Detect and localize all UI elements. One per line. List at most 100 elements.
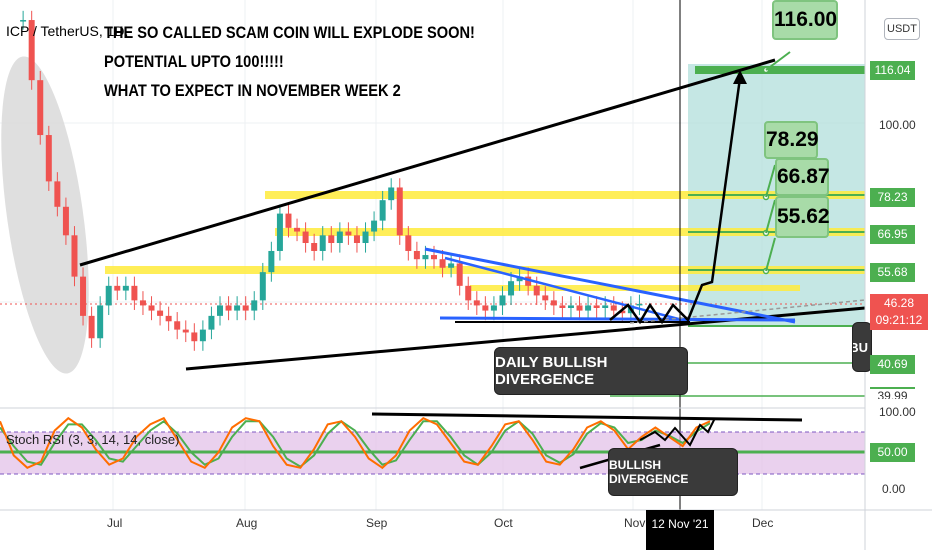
candle-body — [80, 276, 87, 316]
candle-body — [88, 315, 95, 339]
candle-body — [311, 243, 318, 251]
candle-body — [225, 305, 232, 311]
candle-body — [542, 295, 549, 301]
target-label-116[interactable]: 116.00 — [772, 0, 838, 40]
axis-tag-116: 116.04 — [870, 61, 915, 80]
target-label-55[interactable]: 55.62 — [775, 196, 830, 238]
candle-body — [585, 305, 592, 311]
title-line-3: WHAT TO EXPECT IN NOVEMBER WEEK 2 — [104, 81, 401, 100]
stoch-tick-0: 0.00 — [882, 482, 906, 496]
candle-body — [37, 80, 44, 136]
stoch-tick-100: 100.00 — [879, 405, 916, 419]
candle-body — [619, 310, 626, 314]
candle-body — [508, 281, 515, 296]
candle-body — [174, 321, 181, 330]
indicator-legend: Stoch RSI (3, 3, 14, 14, close) — [6, 432, 180, 447]
candle-body — [550, 300, 557, 306]
crosshair-date-label: 12 Nov '21 — [646, 510, 714, 550]
candle-body — [234, 305, 241, 311]
candle-body — [122, 285, 129, 291]
projection-arrow-head — [733, 70, 747, 84]
symbol-label: ICP / TetherUS, 1D, — [6, 23, 129, 39]
bu-partial-label[interactable]: BU — [852, 322, 872, 372]
target-line-116 — [695, 66, 865, 74]
daily-bullish-divergence-label[interactable]: DAILY BULLISH DIVERGENCE — [494, 347, 688, 395]
candle-body — [636, 303, 643, 306]
candle-body — [525, 276, 532, 286]
candle-body — [490, 305, 497, 311]
currency-button[interactable]: USDT — [884, 18, 920, 40]
candle-body — [105, 285, 112, 306]
blue-descending-line — [424, 247, 796, 324]
blue-descending-line-2 — [444, 256, 691, 324]
candle-body — [388, 187, 395, 201]
axis-tag-67: 66.95 — [870, 225, 915, 244]
candle-body — [208, 315, 215, 330]
candle-body — [396, 187, 403, 236]
countdown-value: 09:21:12 — [875, 313, 923, 327]
axis-tick-100: 100.00 — [879, 118, 916, 132]
candle-body — [302, 231, 309, 244]
candle-body — [71, 235, 78, 277]
stoch-resistance-line — [371, 412, 803, 422]
stoch-k-line — [0, 416, 711, 470]
axis-tag-39-99: 39.99 — [870, 387, 915, 399]
candle-body — [516, 276, 523, 282]
stoch-projection — [639, 417, 716, 447]
x-tick-oct: Oct — [494, 516, 513, 530]
candle-body — [157, 310, 164, 316]
candle-body — [242, 305, 249, 311]
candle-body — [131, 285, 138, 301]
candle-body — [28, 20, 35, 81]
candle-body — [499, 295, 506, 306]
candle-body — [319, 235, 326, 251]
drop-highlight-ellipse — [1, 56, 89, 374]
candle-body — [114, 285, 121, 291]
target-leaders — [765, 51, 791, 272]
upper-trendline — [79, 58, 776, 267]
axis-tag-78: 78.23 — [870, 188, 915, 207]
candle-body — [139, 300, 146, 306]
candle-body — [602, 305, 609, 308]
target-label-78[interactable]: 78.29 — [764, 121, 819, 159]
lower-trendline — [185, 306, 866, 371]
candle-body — [448, 263, 455, 268]
candle-body — [567, 305, 574, 308]
candle-body — [431, 255, 437, 260]
target-label-67[interactable]: 66.87 — [775, 158, 830, 196]
candle-body — [336, 231, 343, 244]
stoch-tick-50: 50.00 — [870, 443, 915, 462]
candle-body — [268, 250, 275, 273]
bullish-divergence-label[interactable]: BULLISH DIVERGENCE — [608, 448, 738, 496]
axis-tag-55: 55.68 — [870, 263, 915, 282]
candle-body — [294, 227, 301, 232]
current-price-value: 46.28 — [883, 296, 915, 310]
candle-body — [165, 315, 172, 322]
candle-body — [259, 272, 266, 301]
candle-body — [456, 263, 463, 286]
candle-body — [45, 135, 52, 182]
x-tick-dec: Dec — [752, 516, 774, 530]
candle-body — [276, 213, 283, 251]
candle-body — [97, 305, 104, 339]
candle-body — [533, 285, 540, 296]
yellow-zone-67 — [275, 228, 865, 236]
candle-body — [285, 213, 292, 228]
candle-body — [251, 300, 258, 311]
candle-body — [148, 305, 155, 311]
dashed-projection — [629, 299, 866, 324]
candle-body — [362, 231, 369, 244]
x-tick-nov: Nov — [624, 516, 646, 530]
candle-body — [20, 20, 27, 22]
candle-body — [576, 305, 583, 311]
projection-path — [609, 77, 742, 325]
yellow-zone-78 — [265, 191, 865, 199]
candle-body — [405, 235, 412, 251]
candle-body — [182, 329, 189, 333]
candle-body — [353, 235, 360, 244]
yellow-zone-56 — [105, 266, 865, 274]
axis-tag-40-69: 40.69 — [870, 355, 915, 374]
x-tick-sep: Sep — [366, 516, 388, 530]
current-price-tag: 46.28 09:21:12 — [870, 294, 928, 330]
